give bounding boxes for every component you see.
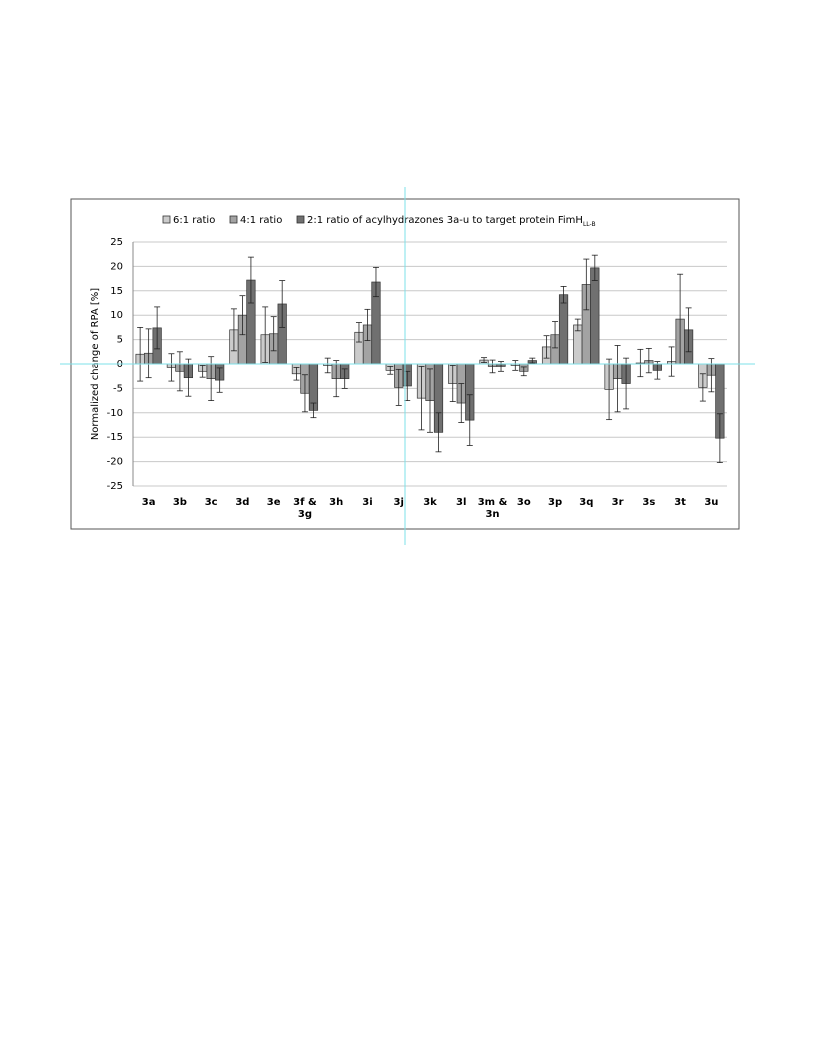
y-tick-label: -15 (107, 432, 123, 443)
error-bar (560, 286, 567, 304)
x-tick-label: 3d (235, 497, 250, 508)
x-tick-label: 3u (704, 497, 719, 508)
error-bar (310, 402, 317, 419)
x-tick-label: 3p (547, 497, 563, 508)
error-bar (623, 357, 630, 410)
error-bar (614, 345, 621, 413)
error-bar (301, 374, 308, 413)
error-bar (606, 358, 613, 421)
y-tick-label: -5 (113, 383, 123, 394)
error-bar (512, 360, 519, 371)
legend-label: 6:1 ratio (173, 215, 215, 226)
x-tick-label: 3k (423, 497, 437, 508)
error-bar (216, 367, 223, 393)
error-bar (574, 318, 581, 332)
x-tick-label: 3s (642, 497, 656, 508)
error-bar (685, 307, 692, 353)
x-tick-label: 3q (579, 497, 594, 508)
error-bar (489, 359, 496, 374)
error-bar (449, 365, 456, 402)
x-tick-label: 3a (141, 497, 156, 508)
error-bar (529, 357, 536, 364)
error-bar (668, 346, 675, 377)
y-tick-label: 25 (110, 237, 123, 248)
error-bar (333, 360, 340, 398)
x-tick-label: 3r (611, 497, 624, 508)
y-tick-label: 5 (117, 335, 123, 346)
error-bar (418, 366, 425, 431)
bar (558, 294, 569, 365)
x-tick-label: 3h (329, 497, 344, 508)
error-bar (176, 351, 183, 392)
error-bar (355, 322, 362, 343)
x-tick-label: 3j (393, 497, 404, 508)
error-bar (247, 256, 254, 304)
error-bar (239, 295, 246, 336)
y-tick-label: 20 (110, 261, 123, 272)
error-bar (543, 335, 550, 359)
error-bar (185, 358, 192, 397)
x-tick-label: 3b (172, 497, 187, 508)
error-bar (293, 367, 300, 381)
error-bar (387, 366, 394, 375)
legend-swatch (162, 215, 171, 224)
error-bar (395, 368, 402, 406)
y-tick-label: -20 (107, 457, 123, 468)
error-bar (324, 357, 331, 374)
legend-label: 2:1 ratio of acylhydrazones 3a-u to targ… (307, 215, 596, 228)
x-tick-label: 3c (204, 497, 218, 508)
x-tick-label: 3l (456, 497, 467, 508)
error-bar (583, 258, 590, 311)
error-bar (466, 394, 473, 446)
error-bar (435, 412, 442, 453)
error-bar (427, 368, 433, 433)
legend-subscript: LL-B (583, 221, 596, 228)
x-tick-label: 3f & 3g (293, 497, 317, 520)
error-bar (591, 254, 598, 281)
x-tick-label: 3o (516, 497, 531, 508)
error-bar (458, 383, 465, 423)
error-bar (637, 348, 644, 378)
error-bar (498, 361, 505, 372)
error-bar (199, 365, 206, 378)
legend-swatch (296, 215, 305, 224)
legend-name: 4:1 ratio (240, 215, 282, 226)
legend-swatch (229, 215, 238, 224)
legend-name: 6:1 ratio (173, 215, 215, 226)
error-bar (372, 266, 379, 298)
error-bar (230, 308, 237, 352)
x-tick-label: 3t (674, 497, 686, 508)
legend-name: 2:1 ratio of acylhydrazones 3a-u to targ… (307, 215, 583, 226)
error-bar (699, 373, 706, 402)
legend-label: 4:1 ratio (240, 215, 282, 226)
y-tick-label: 10 (110, 310, 123, 321)
x-tick-label: 3m & 3n (477, 497, 508, 520)
error-bar (145, 328, 152, 379)
bar (590, 267, 600, 365)
error-bar (168, 353, 175, 382)
error-bar (270, 316, 277, 352)
error-bar (716, 413, 723, 463)
x-tick-label: 3i (362, 497, 373, 508)
error-bar (154, 306, 161, 350)
error-bar (341, 368, 348, 389)
error-bar (645, 347, 652, 374)
y-tick-label: -25 (107, 481, 123, 492)
error-bar (364, 308, 371, 341)
error-bar (262, 306, 269, 363)
error-bar (520, 366, 527, 377)
y-tick-label: -10 (107, 408, 123, 419)
error-bar (279, 280, 286, 328)
error-bar (137, 326, 144, 382)
error-bar (552, 321, 559, 349)
y-tick-label: 15 (110, 286, 123, 297)
error-bar (481, 357, 488, 363)
x-tick-label: 3e (266, 497, 281, 508)
